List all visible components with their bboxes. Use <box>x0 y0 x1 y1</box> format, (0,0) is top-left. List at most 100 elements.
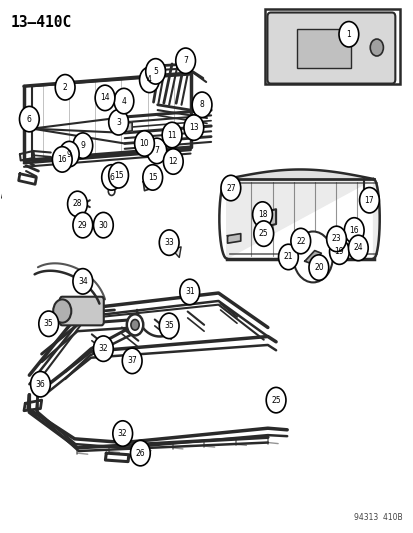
Circle shape <box>293 231 332 282</box>
Text: 19: 19 <box>334 247 343 256</box>
Circle shape <box>131 319 139 330</box>
Text: 17: 17 <box>364 196 373 205</box>
Text: 20: 20 <box>313 263 323 272</box>
Circle shape <box>278 244 298 270</box>
Circle shape <box>192 92 211 117</box>
Circle shape <box>147 138 166 164</box>
Polygon shape <box>118 122 132 133</box>
Circle shape <box>159 313 178 338</box>
Text: 4: 4 <box>121 96 126 106</box>
FancyBboxPatch shape <box>267 12 394 84</box>
Circle shape <box>39 311 58 336</box>
Circle shape <box>252 202 272 227</box>
Text: 9: 9 <box>80 141 85 150</box>
Polygon shape <box>143 179 152 191</box>
Circle shape <box>59 141 79 167</box>
Circle shape <box>109 110 128 135</box>
Text: 11: 11 <box>167 131 176 140</box>
Text: 16: 16 <box>57 155 67 164</box>
Polygon shape <box>226 179 379 259</box>
Circle shape <box>348 235 367 261</box>
Text: 18: 18 <box>257 210 267 219</box>
Circle shape <box>139 67 159 93</box>
Polygon shape <box>113 176 121 187</box>
Circle shape <box>53 300 71 322</box>
FancyBboxPatch shape <box>59 297 104 325</box>
Text: 36: 36 <box>36 379 45 389</box>
Circle shape <box>108 187 115 196</box>
Circle shape <box>114 88 133 114</box>
Text: 6: 6 <box>27 115 32 124</box>
Text: 32: 32 <box>98 344 108 353</box>
Circle shape <box>126 314 143 335</box>
Circle shape <box>369 39 382 56</box>
Circle shape <box>159 230 178 255</box>
Text: 5: 5 <box>153 67 158 76</box>
Circle shape <box>102 165 121 190</box>
Text: 25: 25 <box>271 395 280 405</box>
Text: 37: 37 <box>127 357 137 366</box>
Circle shape <box>52 147 72 172</box>
Text: 4: 4 <box>147 75 152 84</box>
Circle shape <box>109 163 128 188</box>
Circle shape <box>334 248 342 259</box>
Text: 34: 34 <box>78 277 88 286</box>
Polygon shape <box>227 233 240 243</box>
Circle shape <box>113 421 132 446</box>
Polygon shape <box>172 247 180 257</box>
Circle shape <box>73 133 93 158</box>
Circle shape <box>73 269 93 294</box>
Text: 35: 35 <box>44 319 53 328</box>
Circle shape <box>98 342 108 355</box>
Circle shape <box>179 279 199 305</box>
Circle shape <box>67 191 87 216</box>
Circle shape <box>163 149 183 174</box>
Polygon shape <box>298 239 306 248</box>
Text: 10: 10 <box>139 139 149 148</box>
Text: 22: 22 <box>295 237 305 246</box>
Text: 29: 29 <box>78 221 88 230</box>
Text: 33: 33 <box>164 238 173 247</box>
Circle shape <box>130 440 150 466</box>
Text: 27: 27 <box>225 183 235 192</box>
Text: 1: 1 <box>346 30 350 39</box>
Text: 31: 31 <box>185 287 194 296</box>
Circle shape <box>134 131 154 156</box>
Text: 12: 12 <box>168 157 178 166</box>
Bar <box>297 29 350 68</box>
Text: 7: 7 <box>183 56 188 65</box>
Circle shape <box>266 387 285 413</box>
Text: 14: 14 <box>100 93 109 102</box>
Circle shape <box>253 221 273 246</box>
Text: 32: 32 <box>118 429 127 438</box>
Text: 24: 24 <box>353 244 362 253</box>
Polygon shape <box>333 237 341 246</box>
Circle shape <box>308 255 328 280</box>
Circle shape <box>73 213 93 238</box>
Text: 28: 28 <box>73 199 82 208</box>
Circle shape <box>221 175 240 201</box>
Circle shape <box>31 372 50 397</box>
Circle shape <box>176 48 195 74</box>
Text: 26: 26 <box>135 449 145 458</box>
Circle shape <box>19 107 39 132</box>
Circle shape <box>93 336 113 361</box>
Circle shape <box>95 85 115 111</box>
Text: 21: 21 <box>283 253 292 262</box>
Circle shape <box>162 122 181 148</box>
Circle shape <box>122 348 142 374</box>
Circle shape <box>329 239 349 264</box>
Text: 94313  410B: 94313 410B <box>353 513 401 522</box>
Circle shape <box>344 217 363 243</box>
Text: 16: 16 <box>349 226 358 235</box>
Text: 25: 25 <box>258 229 268 238</box>
Text: 15: 15 <box>114 171 123 180</box>
Bar <box>264 10 399 84</box>
Text: 7: 7 <box>154 147 159 156</box>
Circle shape <box>183 115 203 140</box>
Text: 15: 15 <box>147 173 157 182</box>
Text: 9: 9 <box>66 150 71 159</box>
Polygon shape <box>166 243 175 253</box>
Circle shape <box>93 213 113 238</box>
Text: 13: 13 <box>189 123 198 132</box>
